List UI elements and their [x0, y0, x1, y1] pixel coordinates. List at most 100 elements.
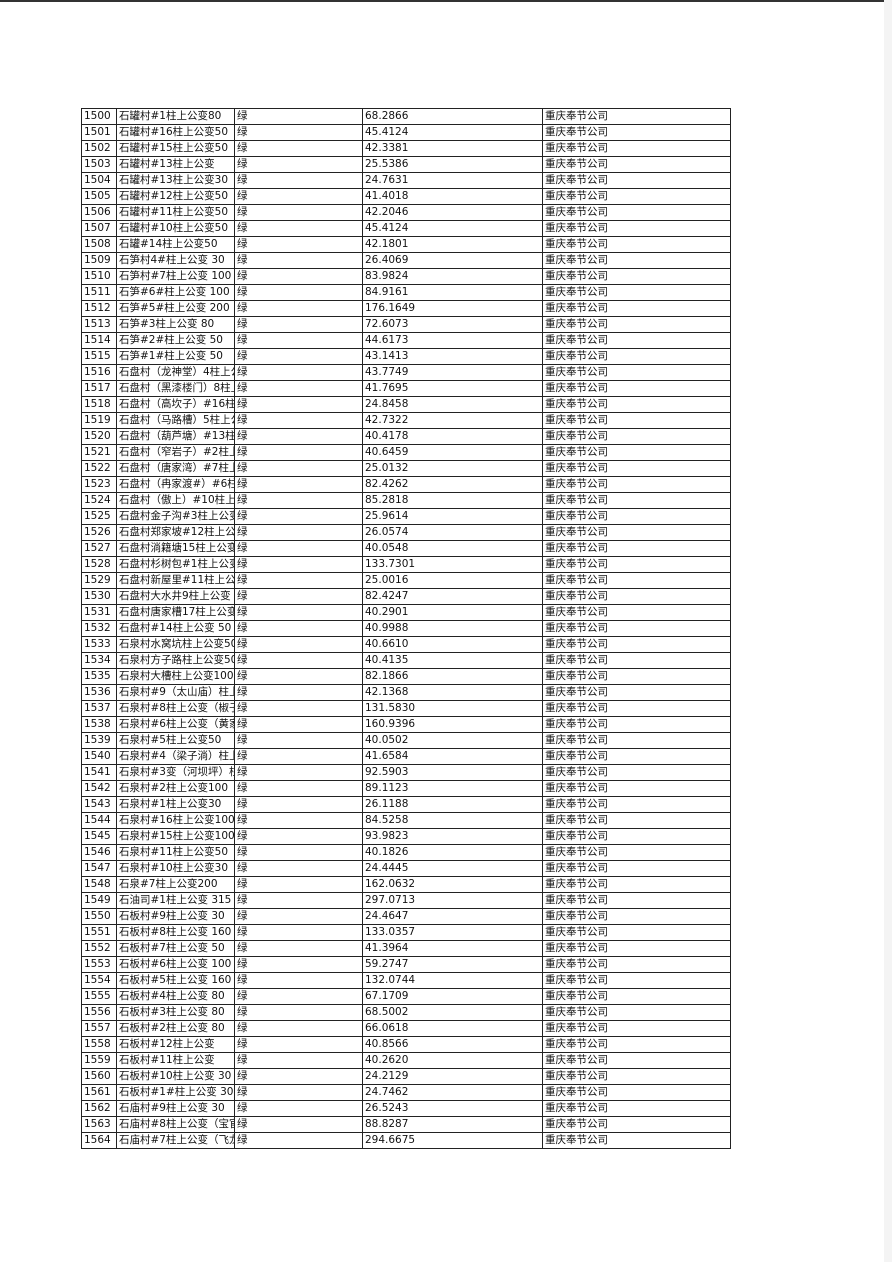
- row-id-cell: 1553: [81, 956, 117, 973]
- status-color-cell: 绿: [234, 716, 363, 733]
- row-id-cell: 1522: [81, 460, 117, 477]
- transformer-name-cell: 石盘村大水井9柱上公变: [116, 588, 235, 605]
- transformer-name-cell: 石庙村#7柱上公变（飞龙: [116, 1132, 235, 1149]
- value-cell: 40.6610: [362, 636, 543, 653]
- status-color-cell: 绿: [234, 524, 363, 541]
- table-row: 1545 石泉村#15柱上公变100 绿 93.9823 重庆奉节公司: [81, 828, 731, 845]
- transformer-name-cell: 石罐村#13柱上公变: [116, 156, 235, 173]
- company-cell: 重庆奉节公司: [542, 108, 731, 125]
- status-color-cell: 绿: [234, 1020, 363, 1037]
- table-row: 1542 石泉村#2柱上公变100 绿 89.1123 重庆奉节公司: [81, 780, 731, 797]
- transformer-name-cell: 石板村#5柱上公变 160: [116, 972, 235, 989]
- value-cell: 132.0744: [362, 972, 543, 989]
- row-id-cell: 1525: [81, 508, 117, 525]
- company-cell: 重庆奉节公司: [542, 572, 731, 589]
- status-color-cell: 绿: [234, 956, 363, 973]
- value-cell: 41.7695: [362, 380, 543, 397]
- company-cell: 重庆奉节公司: [542, 604, 731, 621]
- row-id-cell: 1513: [81, 316, 117, 333]
- company-cell: 重庆奉节公司: [542, 1020, 731, 1037]
- status-color-cell: 绿: [234, 684, 363, 701]
- row-id-cell: 1562: [81, 1100, 117, 1117]
- status-color-cell: 绿: [234, 988, 363, 1005]
- value-cell: 40.9988: [362, 620, 543, 637]
- company-cell: 重庆奉节公司: [542, 220, 731, 237]
- value-cell: 41.4018: [362, 188, 543, 205]
- value-cell: 176.1649: [362, 300, 543, 317]
- company-cell: 重庆奉节公司: [542, 828, 731, 845]
- company-cell: 重庆奉节公司: [542, 796, 731, 813]
- status-color-cell: 绿: [234, 268, 363, 285]
- value-cell: 72.6073: [362, 316, 543, 333]
- row-id-cell: 1546: [81, 844, 117, 861]
- row-id-cell: 1526: [81, 524, 117, 541]
- status-color-cell: 绿: [234, 572, 363, 589]
- value-cell: 24.4647: [362, 908, 543, 925]
- value-cell: 59.2747: [362, 956, 543, 973]
- transformer-name-cell: 石泉村#4（梁子淌）柱上: [116, 748, 235, 765]
- status-color-cell: 绿: [234, 540, 363, 557]
- company-cell: 重庆奉节公司: [542, 780, 731, 797]
- table-row: 1540 石泉村#4（梁子淌）柱上绿 41.6584 重庆奉节公司: [81, 748, 731, 765]
- table-row: 1522 石盘村（唐家湾）#7柱上绿 25.0132 重庆奉节公司: [81, 460, 731, 477]
- table-row: 1552 石板村#7柱上公变 50 绿 41.3964 重庆奉节公司: [81, 940, 731, 957]
- company-cell: 重庆奉节公司: [542, 124, 731, 141]
- value-cell: 42.1368: [362, 684, 543, 701]
- status-color-cell: 绿: [234, 588, 363, 605]
- status-color-cell: 绿: [234, 476, 363, 493]
- table-row: 1508 石罐#14柱上公变50 绿 42.1801 重庆奉节公司: [81, 236, 731, 253]
- status-color-cell: 绿: [234, 220, 363, 237]
- status-color-cell: 绿: [234, 492, 363, 509]
- company-cell: 重庆奉节公司: [542, 1068, 731, 1085]
- transformer-name-cell: 石盘村（龙神堂）4柱上公: [116, 364, 235, 381]
- company-cell: 重庆奉节公司: [542, 748, 731, 765]
- status-color-cell: 绿: [234, 1132, 363, 1149]
- table-row: 1531 石盘村唐家槽17柱上公变绿 40.2901 重庆奉节公司: [81, 604, 731, 621]
- company-cell: 重庆奉节公司: [542, 460, 731, 477]
- table-row: 1518 石盘村（高坎子）#16柱上绿 24.8458 重庆奉节公司: [81, 396, 731, 413]
- status-color-cell: 绿: [234, 1036, 363, 1053]
- transformer-name-cell: 石笋村4#柱上公变 30: [116, 252, 235, 269]
- transformer-name-cell: 石罐村#16柱上公变50: [116, 124, 235, 141]
- table-row: 1510 石笋村#7柱上公变 100 绿 83.9824 重庆奉节公司: [81, 268, 731, 285]
- company-cell: 重庆奉节公司: [542, 204, 731, 221]
- value-cell: 133.0357: [362, 924, 543, 941]
- status-color-cell: 绿: [234, 396, 363, 413]
- company-cell: 重庆奉节公司: [542, 764, 731, 781]
- status-color-cell: 绿: [234, 556, 363, 573]
- transformer-name-cell: 石板村#8柱上公变 160: [116, 924, 235, 941]
- company-cell: 重庆奉节公司: [542, 508, 731, 525]
- value-cell: 88.8287: [362, 1116, 543, 1133]
- table-row: 1546 石泉村#11柱上公变50 绿 40.1826 重庆奉节公司: [81, 844, 731, 861]
- table-row: 1530 石盘村大水井9柱上公变绿 82.4247 重庆奉节公司: [81, 588, 731, 605]
- row-id-cell: 1510: [81, 268, 117, 285]
- transformer-name-cell: 石盘村郑家坡#12柱上公变: [116, 524, 235, 541]
- row-id-cell: 1508: [81, 236, 117, 253]
- row-id-cell: 1545: [81, 828, 117, 845]
- table-row: 1535 石泉村大槽柱上公变100 绿 82.1866 重庆奉节公司: [81, 668, 731, 685]
- value-cell: 92.5903: [362, 764, 543, 781]
- data-table: 1500 石罐村#1柱上公变80 绿 68.2866 重庆奉节公司 1501 石罐村#16柱…: [81, 108, 731, 1149]
- transformer-name-cell: 石盘村淌籍塘15柱上公变: [116, 540, 235, 557]
- company-cell: 重庆奉节公司: [542, 524, 731, 541]
- row-id-cell: 1541: [81, 764, 117, 781]
- transformer-name-cell: 石罐村#15柱上公变50: [116, 140, 235, 157]
- transformer-name-cell: 石板村#4柱上公变 80: [116, 988, 235, 1005]
- company-cell: 重庆奉节公司: [542, 924, 731, 941]
- transformer-name-cell: 石笋#3柱上公变 80: [116, 316, 235, 333]
- transformer-name-cell: 石罐村#12柱上公变50: [116, 188, 235, 205]
- table-row: 1507 石罐村#10柱上公变50 绿 45.4124 重庆奉节公司: [81, 220, 731, 237]
- row-id-cell: 1534: [81, 652, 117, 669]
- table-row: 1516 石盘村（龙神堂）4柱上公绿 43.7749 重庆奉节公司: [81, 364, 731, 381]
- value-cell: 133.7301: [362, 556, 543, 573]
- company-cell: 重庆奉节公司: [542, 1100, 731, 1117]
- row-id-cell: 1555: [81, 988, 117, 1005]
- transformer-name-cell: 石泉村#10柱上公变30: [116, 860, 235, 877]
- company-cell: 重庆奉节公司: [542, 892, 731, 909]
- status-color-cell: 绿: [234, 972, 363, 989]
- company-cell: 重庆奉节公司: [542, 1004, 731, 1021]
- company-cell: 重庆奉节公司: [542, 396, 731, 413]
- row-id-cell: 1554: [81, 972, 117, 989]
- table-row: 1528 石盘村杉树包#1柱上公变绿 133.7301 重庆奉节公司: [81, 556, 731, 573]
- transformer-name-cell: 石泉村大槽柱上公变100: [116, 668, 235, 685]
